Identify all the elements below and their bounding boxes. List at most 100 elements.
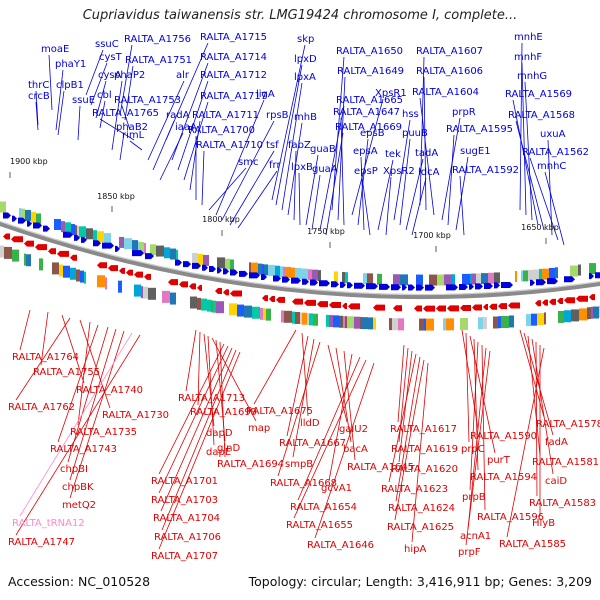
gene-label: RALTA_A1583 [529, 498, 596, 509]
feature-band [444, 274, 451, 286]
gene-label: RALTA_A1669 [335, 122, 402, 133]
gene-label: sugE1 [460, 146, 491, 157]
gene-label: RALTA_A1585 [499, 539, 566, 550]
gene-arrow [547, 278, 558, 285]
feature-band [329, 315, 333, 328]
gene-arrow [459, 284, 468, 291]
gene-label: prpB [462, 492, 486, 503]
gene-arrow [35, 244, 47, 251]
feature-band [201, 298, 207, 311]
gene-arrow [446, 284, 458, 291]
feature-band [488, 272, 494, 284]
gene-label: RALTA_A1667 [279, 438, 346, 449]
feature-band [207, 299, 211, 312]
gene-arrow [93, 240, 101, 247]
gene-label: RALTA_A1568 [508, 110, 575, 121]
gene-label: cysT [99, 52, 123, 63]
label-line [287, 122, 303, 216]
gene-label: phaB2 [116, 122, 148, 133]
label-line [48, 54, 53, 111]
feature-band [229, 303, 237, 316]
feature-band [419, 318, 424, 331]
feature-band [531, 313, 537, 326]
gene-arrow [564, 276, 575, 283]
feature-band [268, 264, 275, 276]
label-line [158, 351, 241, 550]
label-line [397, 344, 405, 423]
feature-band [291, 267, 295, 279]
gene-label: RALTA_A1595 [446, 124, 513, 135]
label-line [405, 158, 424, 231]
feature-band [318, 270, 321, 282]
gene-arrow [589, 273, 594, 280]
label-line [293, 150, 297, 221]
feature-band [31, 211, 36, 223]
gene-label: prpR [452, 107, 476, 118]
label-line [165, 42, 209, 141]
gene-arrow [276, 296, 285, 303]
gene-label: alr [176, 70, 190, 81]
feature-band [470, 273, 472, 285]
label-line [79, 319, 111, 409]
feature-band [326, 314, 329, 327]
gene-label: smc [238, 157, 258, 168]
label-line [411, 177, 427, 236]
gene-arrow [416, 284, 424, 291]
gene-arrow [483, 304, 488, 311]
gene-label: RALTA_A1710 [196, 140, 263, 151]
tick-label: 1700 kbp [413, 231, 451, 240]
feature-band [36, 213, 41, 225]
gene-label: RALTA_A1668 [270, 478, 337, 489]
gene-label: RALTA_A1592 [452, 165, 519, 176]
feature-band [77, 225, 79, 237]
gene-arrow [373, 304, 385, 311]
gene-arrow [391, 284, 401, 291]
feature-band [264, 264, 268, 276]
gene-arrow [183, 261, 191, 268]
label-line [229, 150, 275, 226]
feature-band [542, 268, 549, 280]
label-line [297, 356, 361, 501]
gene-arrow [557, 298, 563, 305]
label-line [253, 329, 297, 405]
feature-band [266, 308, 271, 321]
feature-band [140, 241, 144, 253]
gene-arrow [347, 282, 353, 289]
feature-band [300, 312, 302, 325]
label-line [481, 344, 486, 511]
label-line [281, 82, 303, 211]
gene-label: mnhF [514, 52, 542, 63]
label-line [124, 65, 134, 121]
gene-label: RALTA_A1706 [154, 532, 221, 543]
gene-arrow [549, 298, 556, 305]
label-line [271, 44, 306, 201]
label-line [314, 362, 375, 539]
feature-band [97, 231, 104, 243]
gene-arrow [542, 299, 548, 306]
label-line [465, 350, 491, 546]
gene-arrow [354, 282, 365, 289]
gene-label: chpBI [60, 464, 88, 475]
gene-label: lpxB [291, 162, 313, 173]
gene-arrow [484, 282, 493, 289]
label-line [215, 99, 265, 216]
gene-label: RALTA_A1735 [70, 427, 137, 438]
feature-band [313, 313, 318, 326]
label-line [99, 118, 135, 141]
gene-arrow [145, 253, 154, 260]
label-line [305, 154, 319, 226]
gene-label: RALTA_A1765 [92, 108, 159, 119]
feature-band [362, 317, 368, 330]
feature-band [156, 245, 164, 257]
gene-arrow [469, 283, 474, 290]
gene-label: iaaA [175, 122, 197, 133]
feature-band [334, 271, 338, 283]
gene-arrow [282, 276, 290, 283]
feature-band [21, 208, 25, 220]
label-line [301, 332, 309, 417]
gene-label: RALTA_A1740 [76, 385, 143, 396]
gene-label: ligA [256, 89, 275, 100]
feature-band [301, 268, 308, 280]
gene-arrow [535, 300, 541, 307]
label-line [377, 159, 394, 231]
